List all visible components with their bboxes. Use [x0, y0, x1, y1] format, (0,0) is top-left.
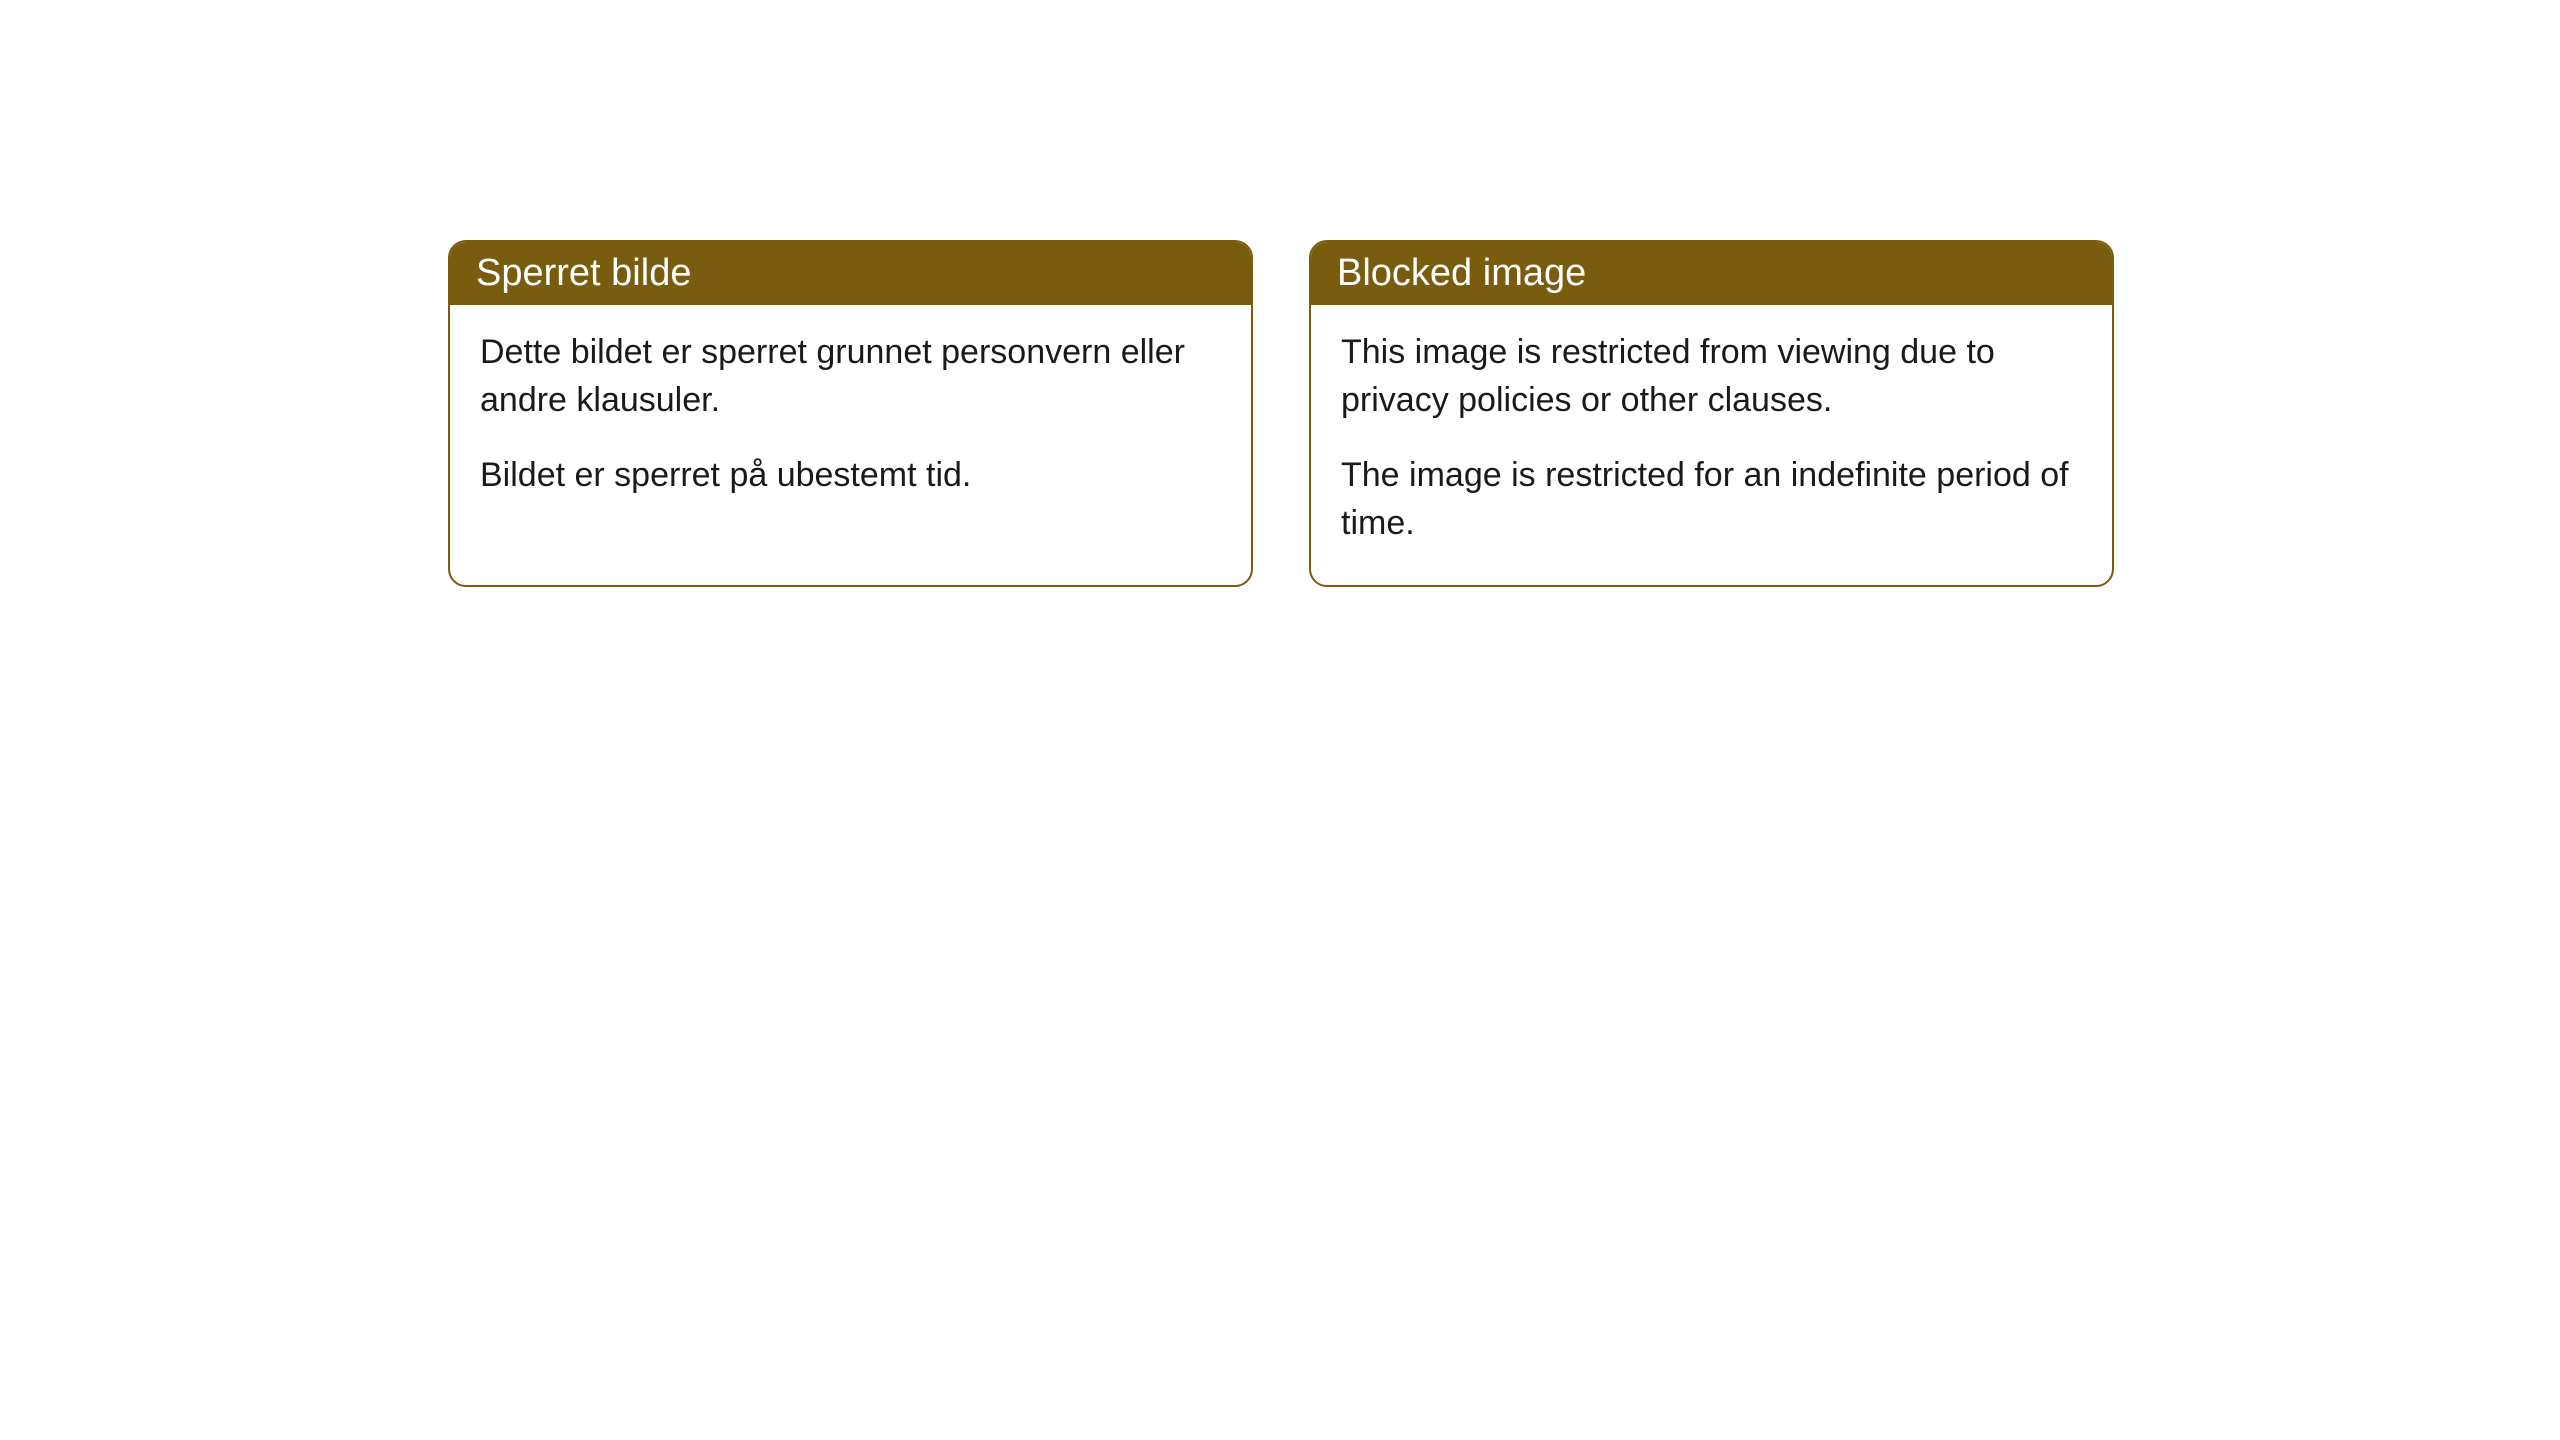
card-paragraph-2: The image is restricted for an indefinit…: [1341, 452, 2082, 547]
cards-container: Sperret bilde Dette bildet er sperret gr…: [448, 240, 2560, 587]
card-title: Blocked image: [1337, 252, 1586, 294]
blocked-image-card-norwegian: Sperret bilde Dette bildet er sperret gr…: [448, 240, 1253, 587]
card-title: Sperret bilde: [476, 252, 691, 294]
card-paragraph-1: Dette bildet er sperret grunnet personve…: [480, 329, 1221, 424]
card-header: Sperret bilde: [450, 242, 1251, 305]
card-header: Blocked image: [1311, 242, 2112, 305]
blocked-image-card-english: Blocked image This image is restricted f…: [1309, 240, 2114, 587]
card-paragraph-1: This image is restricted from viewing du…: [1341, 329, 2082, 424]
card-body: Dette bildet er sperret grunnet personve…: [450, 305, 1251, 538]
card-body: This image is restricted from viewing du…: [1311, 305, 2112, 585]
card-paragraph-2: Bildet er sperret på ubestemt tid.: [480, 452, 1221, 500]
